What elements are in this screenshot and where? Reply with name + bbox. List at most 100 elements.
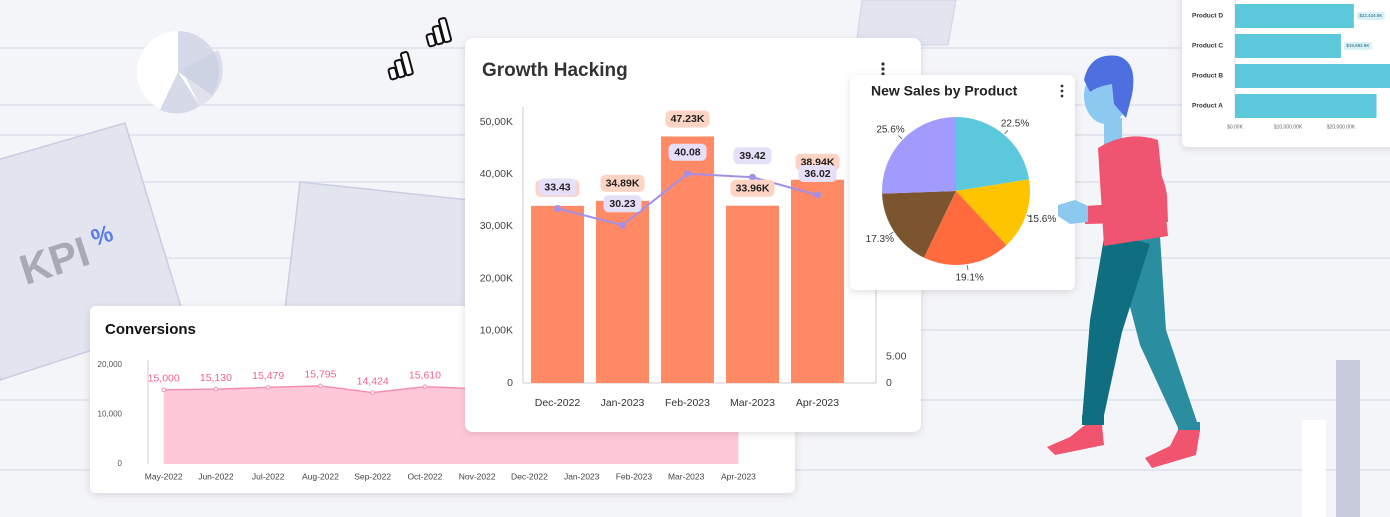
- x-tick-label: Feb-2023: [665, 397, 710, 409]
- label-bg: [730, 179, 775, 197]
- y-tick-label: 0: [507, 377, 513, 389]
- x-tick-label: Dec-2022: [511, 471, 548, 481]
- data-label: 30.23: [609, 198, 635, 210]
- x-tick-label: Jan-2023: [601, 397, 645, 409]
- y-tick-label: 0: [118, 459, 123, 468]
- data-label: 14,424: [357, 375, 389, 387]
- bar: [531, 205, 584, 383]
- y-tick-label: Product B: [1192, 73, 1223, 80]
- data-label: 33.96K: [736, 183, 770, 195]
- x-tick-label: Mar-2023: [730, 397, 775, 409]
- x-tick-label: Feb-2023: [616, 471, 653, 481]
- menu-icon[interactable]: [881, 62, 885, 76]
- label-bg: [665, 110, 710, 128]
- leader: [898, 135, 903, 140]
- y-tick-label: Product D: [1192, 13, 1223, 20]
- product-card: $0.00K $10,000.00K $20,000.00K Product D $22…: [1182, 0, 1390, 147]
- data-label: 39.42: [739, 150, 765, 162]
- point: [370, 390, 375, 395]
- pie-slice: [882, 117, 956, 194]
- y-tick-label: 40,00K: [480, 168, 513, 180]
- pie-card: New Sales by Product 22.5% 15.6% 19.1% 17.3…: [850, 75, 1075, 290]
- x-tick-label: Apr-2023: [796, 397, 839, 409]
- y-tick-label: 50,00K: [480, 116, 513, 128]
- data-label: 47.23K: [671, 113, 705, 125]
- leader: [1026, 215, 1032, 218]
- product-plot: $0.00K $10,000.00K $20,000.00K Product D $22…: [1192, 0, 1390, 130]
- data-label: 15,130: [200, 372, 232, 384]
- bar: [1235, 64, 1390, 88]
- point: [318, 383, 323, 389]
- x-tick-label: May-2022: [145, 471, 183, 481]
- point: [814, 191, 821, 199]
- chart-title: Growth Hacking: [482, 60, 628, 81]
- data-label: 25.6%: [876, 125, 904, 136]
- pie-slice: [882, 191, 956, 258]
- pie-slice: [923, 191, 1007, 265]
- y-tick-label: 10,000: [98, 410, 123, 419]
- leader: [1004, 129, 1009, 135]
- data-label: 33.43: [544, 181, 570, 193]
- y2-tick-label: 0: [886, 377, 892, 389]
- label-bg: [798, 164, 837, 182]
- point: [265, 385, 271, 390]
- data-label: 15,000: [148, 373, 180, 385]
- data-label: 15,610: [409, 370, 441, 382]
- x-tick-label: Jan-2023: [564, 471, 600, 481]
- y-tick-label: 20,00K: [480, 272, 513, 284]
- point: [684, 170, 691, 178]
- data-label: 40.08: [674, 147, 700, 159]
- point: [422, 384, 428, 390]
- leader: [966, 265, 969, 271]
- data-label: 15,795: [304, 369, 336, 381]
- x-tick-label: $0.00K: [1227, 124, 1244, 130]
- x-tick-label: Sep-2022: [354, 471, 391, 481]
- bar: [726, 205, 779, 383]
- x-tick-label: Oct-2022: [407, 471, 442, 481]
- label-bg: [1343, 42, 1372, 50]
- point: [213, 386, 219, 392]
- data-label: 22.5%: [1001, 119, 1029, 130]
- bar: [1235, 34, 1341, 58]
- x-tick-label: $20,000.00K: [1327, 124, 1356, 130]
- y2-tick-label: 5.00: [886, 351, 907, 363]
- menu-icon[interactable]: [1060, 84, 1064, 98]
- data-label: 15.6%: [1028, 214, 1056, 225]
- x-tick-label: Dec-2022: [535, 397, 581, 409]
- growth-card: Growth Hacking 0 10,00K 20,00K 30,00K 40,00K…: [465, 38, 921, 432]
- point: [749, 173, 756, 181]
- bar: [1235, 94, 1377, 118]
- pie-slice: [956, 179, 1030, 246]
- pie-slice: [956, 117, 1030, 191]
- y-tick-label: 10,00K: [480, 325, 513, 337]
- data-label: 34.89K: [606, 178, 640, 190]
- chart-title: Conversions: [105, 321, 196, 338]
- label-bg: [1356, 12, 1385, 20]
- label-bg: [538, 178, 577, 196]
- deco-icon: [387, 17, 453, 81]
- bar: [596, 200, 649, 383]
- y-tick-label: 20,000: [98, 360, 123, 369]
- x-tick-label: Jul-2022: [252, 471, 285, 481]
- point: [619, 221, 626, 229]
- point: [554, 204, 561, 212]
- label-bg: [600, 174, 645, 192]
- deco-pie: [137, 30, 223, 114]
- y-tick-label: Product C: [1192, 43, 1223, 50]
- x-tick-label: Aug-2022: [302, 471, 339, 481]
- data-label: $19,982.9K: [1346, 43, 1369, 48]
- bar: [791, 179, 844, 383]
- bar: [1235, 4, 1354, 28]
- y-tick-label: 30,00K: [480, 220, 513, 232]
- data-label: $22,424.6K: [1359, 13, 1382, 18]
- x-tick-label: Apr-2023: [721, 471, 756, 481]
- x-tick-label: Mar-2023: [668, 471, 705, 481]
- x-tick-label: $10,000.00K: [1274, 124, 1303, 130]
- y-tick-label: Product A: [1192, 103, 1223, 110]
- bar: [661, 136, 714, 383]
- data-label: 36.02: [804, 168, 830, 180]
- chart-title: New Sales by Product: [871, 83, 1018, 99]
- point: [161, 387, 166, 393]
